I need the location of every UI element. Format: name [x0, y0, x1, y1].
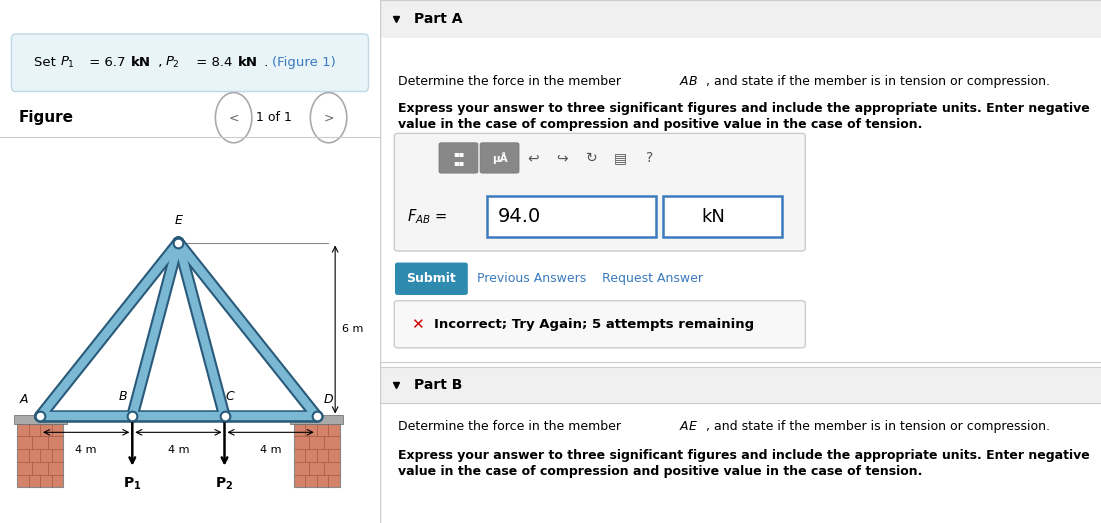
Text: A: A [20, 393, 29, 406]
Text: 4 m: 4 m [260, 446, 282, 456]
Text: <: < [228, 111, 239, 124]
Text: 6 m: 6 m [342, 324, 363, 335]
Text: , and state if the member is in tension or compression.: , and state if the member is in tension … [706, 75, 1050, 87]
Text: Part A: Part A [414, 12, 462, 26]
Text: = 6.7: = 6.7 [86, 56, 130, 69]
Bar [294, 424, 340, 487]
Text: $F_{AB}$ =: $F_{AB}$ = [407, 207, 447, 226]
FancyBboxPatch shape [394, 133, 805, 251]
Text: kN: kN [701, 208, 724, 225]
Text: 4 m: 4 m [76, 446, 97, 456]
Bar [13, 415, 66, 425]
FancyBboxPatch shape [395, 263, 468, 295]
Text: C: C [226, 390, 235, 403]
Text: Part B: Part B [414, 378, 462, 392]
Text: Set: Set [34, 56, 61, 69]
Text: Previous Answers: Previous Answers [477, 272, 587, 285]
FancyBboxPatch shape [394, 301, 805, 348]
Text: ?: ? [646, 151, 653, 165]
Bar [380, 367, 1101, 403]
Bar [17, 424, 63, 487]
Text: μÅ: μÅ [492, 152, 508, 164]
Text: ↻: ↻ [586, 151, 598, 165]
Text: $AB$: $AB$ [679, 75, 698, 87]
Bar [663, 196, 782, 237]
Text: Express your answer to three significant figures and include the appropriate uni: Express your answer to three significant… [397, 103, 1090, 115]
Text: 94.0: 94.0 [498, 207, 541, 226]
Text: 1 of 1: 1 of 1 [255, 111, 292, 124]
Text: ✕: ✕ [411, 317, 424, 332]
Text: $AE$: $AE$ [679, 420, 698, 433]
Text: E: E [174, 214, 183, 226]
Text: Request Answer: Request Answer [602, 272, 702, 285]
Text: = 8.4: = 8.4 [192, 56, 237, 69]
Text: 4 m: 4 m [167, 446, 189, 456]
Text: Figure: Figure [19, 110, 74, 125]
Text: value in the case of compression and positive value in the case of tension.: value in the case of compression and pos… [397, 465, 923, 478]
Text: , and state if the member is in tension or compression.: , and state if the member is in tension … [706, 420, 1050, 433]
Text: Determine the force in the member: Determine the force in the member [397, 75, 625, 87]
Text: ↩: ↩ [527, 151, 538, 165]
Text: ↪: ↪ [556, 151, 567, 165]
Text: Determine the force in the member: Determine the force in the member [397, 420, 625, 433]
Text: Submit: Submit [406, 272, 456, 285]
Bar [487, 196, 656, 237]
Text: $\mathbf{P_1}$: $\mathbf{P_1}$ [123, 476, 142, 492]
Bar [291, 415, 344, 425]
Text: Express your answer to three significant figures and include the appropriate uni: Express your answer to three significant… [397, 449, 1090, 461]
Text: kN: kN [238, 56, 258, 69]
Text: D: D [324, 393, 333, 406]
FancyBboxPatch shape [480, 143, 519, 173]
Text: (Figure 1): (Figure 1) [272, 56, 336, 69]
Text: ,: , [154, 56, 162, 69]
FancyBboxPatch shape [11, 34, 369, 92]
Text: value in the case of compression and positive value in the case of tension.: value in the case of compression and pos… [397, 118, 923, 131]
Text: >: > [324, 111, 334, 124]
FancyBboxPatch shape [439, 143, 478, 173]
Text: ▤: ▤ [614, 151, 628, 165]
Text: Incorrect; Try Again; 5 attempts remaining: Incorrect; Try Again; 5 attempts remaini… [434, 318, 754, 331]
Bar [380, 0, 1101, 38]
Text: ▪▪
▪▪: ▪▪ ▪▪ [453, 149, 465, 167]
Text: $P_2$: $P_2$ [165, 55, 181, 70]
Text: .: . [260, 56, 273, 69]
Text: $P_1$: $P_1$ [61, 55, 75, 70]
Text: B: B [119, 390, 128, 403]
Text: $\mathbf{P_2}$: $\mathbf{P_2}$ [216, 476, 233, 492]
Text: kN: kN [131, 56, 151, 69]
